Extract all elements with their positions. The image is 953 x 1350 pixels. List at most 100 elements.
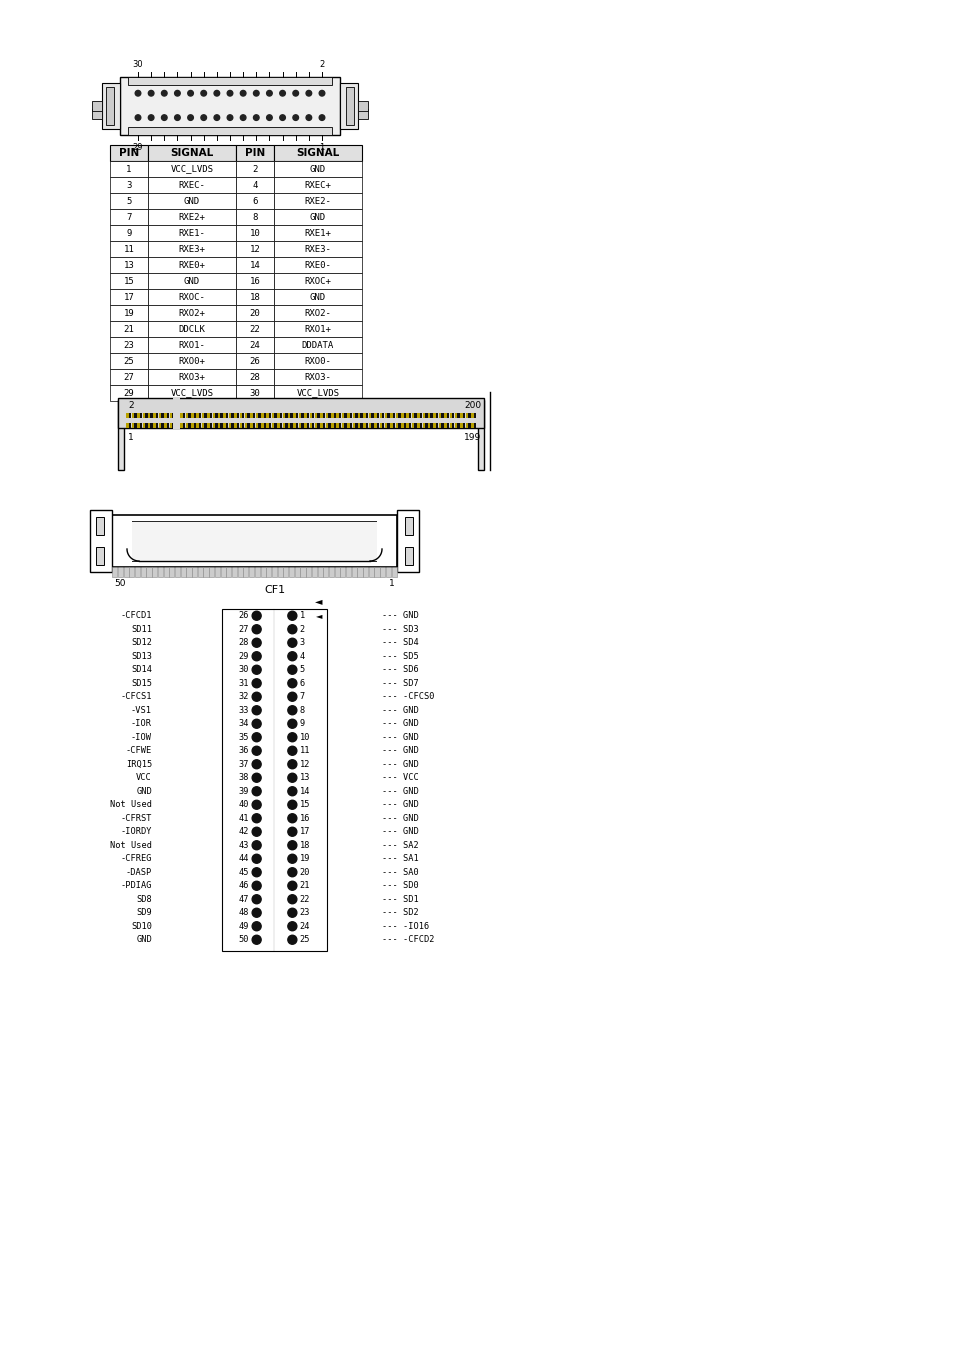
Bar: [428, 423, 431, 428]
Bar: [376, 423, 378, 428]
Bar: [148, 225, 235, 242]
Bar: [235, 273, 274, 289]
Bar: [148, 193, 235, 209]
Bar: [277, 423, 280, 428]
Circle shape: [288, 855, 296, 863]
Text: 17: 17: [299, 828, 310, 836]
Bar: [274, 305, 361, 321]
Bar: [325, 413, 329, 418]
Bar: [433, 423, 436, 428]
Bar: [110, 177, 148, 193]
Text: RXE0+: RXE0+: [178, 261, 205, 270]
Bar: [196, 423, 199, 428]
Bar: [239, 423, 242, 428]
Bar: [340, 567, 345, 576]
Text: 24: 24: [250, 340, 260, 350]
Circle shape: [227, 90, 233, 96]
Bar: [288, 423, 291, 428]
Text: 4: 4: [299, 652, 305, 660]
Circle shape: [252, 828, 261, 836]
Bar: [226, 567, 232, 576]
Bar: [422, 413, 425, 418]
Bar: [164, 413, 167, 418]
Bar: [277, 567, 282, 576]
Bar: [304, 413, 307, 418]
Circle shape: [252, 801, 261, 809]
Bar: [163, 567, 169, 576]
Text: 12: 12: [299, 760, 310, 768]
Bar: [452, 423, 454, 428]
Bar: [298, 423, 301, 428]
Text: -IOW: -IOW: [131, 733, 152, 741]
Bar: [341, 413, 344, 418]
Bar: [235, 352, 274, 369]
Bar: [235, 193, 274, 209]
Text: 21: 21: [299, 882, 310, 890]
Bar: [128, 127, 332, 135]
Bar: [416, 413, 419, 418]
Bar: [110, 289, 148, 305]
Bar: [414, 423, 416, 428]
Text: -CFWE: -CFWE: [126, 747, 152, 755]
Text: Not Used: Not Used: [110, 801, 152, 809]
Text: 10: 10: [299, 733, 310, 741]
Bar: [465, 423, 468, 428]
Bar: [279, 423, 282, 428]
Text: 1: 1: [299, 612, 305, 620]
Bar: [274, 242, 361, 256]
Text: 26: 26: [250, 356, 260, 366]
Bar: [300, 567, 305, 576]
Bar: [112, 514, 396, 567]
Text: 1: 1: [128, 433, 133, 441]
Bar: [335, 567, 339, 576]
Bar: [338, 413, 341, 418]
Bar: [269, 423, 271, 428]
Circle shape: [252, 841, 261, 849]
Bar: [353, 413, 355, 418]
Circle shape: [252, 814, 261, 822]
Text: VCC_LVDS: VCC_LVDS: [171, 389, 213, 397]
Text: PIN: PIN: [245, 148, 265, 158]
Text: --- GND: --- GND: [381, 801, 418, 809]
Bar: [285, 413, 287, 418]
Bar: [409, 413, 411, 418]
Bar: [274, 423, 276, 428]
Text: 40: 40: [238, 801, 249, 809]
Circle shape: [288, 720, 296, 728]
Bar: [400, 423, 404, 428]
Circle shape: [148, 115, 153, 120]
Bar: [196, 413, 199, 418]
Bar: [375, 567, 379, 576]
Bar: [274, 352, 361, 369]
Bar: [155, 423, 158, 428]
Text: -CFCS1: -CFCS1: [120, 693, 152, 701]
Text: 15: 15: [299, 801, 310, 809]
Text: --- GND: --- GND: [381, 733, 418, 741]
Bar: [310, 423, 313, 428]
Bar: [213, 413, 215, 418]
Text: GND: GND: [310, 293, 326, 301]
Bar: [406, 413, 409, 418]
Bar: [192, 567, 197, 576]
Bar: [334, 413, 335, 418]
Bar: [145, 423, 148, 428]
Bar: [106, 86, 113, 126]
Bar: [473, 413, 476, 418]
Text: 19: 19: [124, 309, 134, 317]
Bar: [422, 423, 425, 428]
Bar: [148, 413, 151, 418]
Text: 30: 30: [250, 389, 260, 397]
Bar: [226, 413, 228, 418]
Text: 14: 14: [299, 787, 310, 795]
Text: RXE3-: RXE3-: [304, 244, 331, 254]
Text: 8: 8: [299, 706, 305, 714]
Bar: [129, 413, 132, 418]
Bar: [191, 423, 193, 428]
Circle shape: [306, 115, 312, 120]
Text: 5: 5: [126, 197, 132, 205]
Text: 25: 25: [124, 356, 134, 366]
Circle shape: [252, 936, 261, 944]
Bar: [455, 423, 457, 428]
Text: 13: 13: [299, 774, 310, 782]
Bar: [148, 289, 235, 305]
